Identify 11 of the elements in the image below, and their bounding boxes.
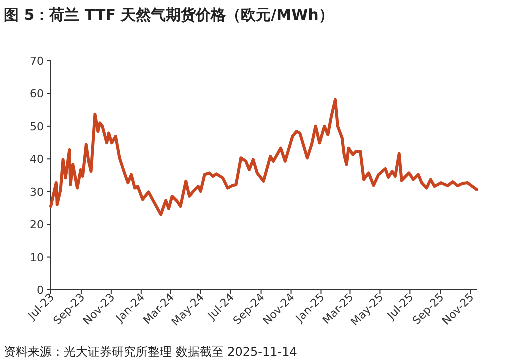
y-tick-label: 40 xyxy=(30,153,44,166)
y-tick-label: 60 xyxy=(30,88,44,101)
y-tick-label: 50 xyxy=(30,120,44,134)
y-tick-label: 10 xyxy=(30,251,44,264)
y-tick-label: 0 xyxy=(37,284,44,297)
y-tick-label: 20 xyxy=(30,218,44,232)
y-tick-label: 70 xyxy=(30,55,44,68)
y-tick-label: 30 xyxy=(30,186,44,199)
chart-title: 图 5：荷兰 TTF 天然气期货价格（欧元/MWh） xyxy=(4,6,334,24)
line-series xyxy=(50,98,478,216)
text: 资料来源：光大证券研究所整理 数据截至 2025-11-14 xyxy=(4,345,298,359)
